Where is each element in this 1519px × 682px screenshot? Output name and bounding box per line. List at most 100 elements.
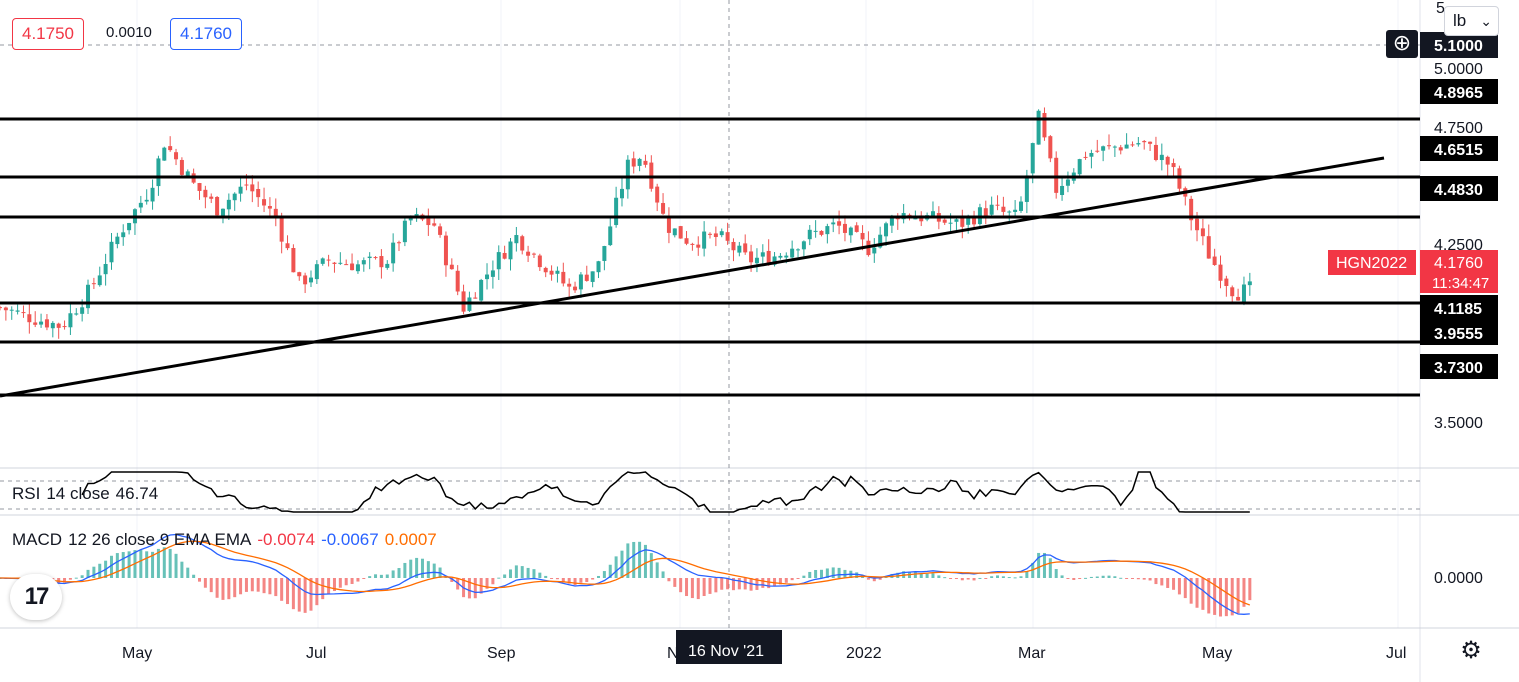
macd-legend[interactable]: MACD 12 26 close 9 EMA EMA -0.0074 -0.0067 0… [12, 530, 443, 550]
trendline[interactable] [0, 156, 1385, 398]
macd-histogram-bar [1095, 576, 1099, 578]
candle-body [637, 158, 642, 166]
candle-body [144, 199, 149, 202]
macd-histogram-bar [227, 578, 231, 600]
candle-body [790, 248, 795, 258]
macd-histogram-bar [338, 578, 342, 588]
candle-body [291, 248, 296, 273]
macd-histogram-bar [192, 574, 196, 578]
candle-body [995, 204, 1000, 206]
macd-histogram-bar [1213, 578, 1217, 615]
macd-histogram-bar [151, 551, 155, 578]
macd-histogram-bar [602, 571, 606, 578]
macd-histogram-bar [74, 577, 78, 579]
candle-body [578, 274, 583, 290]
candle-body [1083, 156, 1088, 158]
candle-body [884, 223, 889, 237]
candle-body [796, 249, 801, 251]
candle-body [531, 253, 536, 255]
candle-body [1036, 110, 1041, 145]
rsi-legend[interactable]: RSI 14 close 46.74 [12, 484, 164, 504]
horizontal-levels[interactable] [0, 117, 1420, 397]
candle-body [1224, 278, 1229, 286]
add-level-button[interactable]: ⊕ [1386, 30, 1418, 58]
candle-body [1065, 179, 1070, 186]
candle-body [314, 264, 319, 280]
macd-histogram-bar [221, 578, 225, 600]
candle-body [197, 183, 202, 191]
candle-body [150, 187, 155, 202]
candle-body [33, 322, 38, 325]
tradingview-logo-icon[interactable]: 17 [10, 574, 62, 620]
macd-histogram-bar [872, 578, 876, 582]
candle-body [121, 232, 126, 238]
macd-params: 12 26 close 9 EMA EMA [68, 530, 252, 549]
macd-histogram-bar [696, 578, 700, 600]
macd-histogram-bar [561, 578, 565, 582]
macd-histogram-bar [467, 578, 471, 599]
candle-body [708, 233, 712, 235]
macd-histogram-bar [1119, 577, 1123, 579]
candle-body [1030, 143, 1035, 174]
macd-histogram-bar [931, 573, 935, 578]
macd-histogram-bar [1113, 576, 1117, 578]
candle-body [485, 274, 490, 280]
candle-body [625, 159, 630, 190]
level-price-tag [1420, 79, 1498, 104]
macd-histogram-bar [63, 578, 67, 583]
macd-histogram-bar [162, 547, 166, 578]
candle-body [115, 236, 120, 245]
macd-histogram-bar [972, 578, 976, 581]
candle-body [842, 223, 847, 233]
macd-histogram-bar [315, 578, 319, 606]
candle-body [737, 245, 742, 253]
bid-price-button[interactable]: 4.1750 [12, 18, 84, 50]
macd-histogram-bar [1177, 578, 1181, 595]
macd-histogram-bar [913, 572, 917, 578]
candle-body [1112, 146, 1117, 148]
macd-histogram-bar [1078, 578, 1082, 579]
macd-histogram-bar [198, 578, 202, 582]
macd-histogram-bar [661, 571, 665, 578]
candle-body [397, 242, 402, 244]
level-price-text: 4.6515 [1434, 142, 1483, 159]
level-price-tag [1420, 136, 1498, 161]
candle-body [754, 257, 759, 264]
macd-histogram-bar [156, 548, 160, 578]
candle-body [520, 236, 525, 251]
candle-body [490, 270, 495, 277]
price-tick: 4.2500 [1434, 237, 1483, 254]
macd-histogram-bar [379, 574, 383, 578]
ask-price-button[interactable]: 4.1760 [170, 18, 242, 50]
candle-body [502, 252, 507, 259]
candle-body [86, 284, 91, 309]
macd-histogram-bar [1007, 577, 1011, 579]
macd-histogram-bar [415, 557, 419, 578]
unit-label: lb [1453, 11, 1467, 30]
rsi-name: RSI [12, 484, 41, 503]
candle-body [332, 262, 337, 264]
unit-select[interactable]: lb ⌄ [1444, 6, 1499, 36]
level-price-tag [1420, 176, 1498, 201]
macd-histogram-bar [1224, 578, 1228, 617]
candle-body [414, 214, 419, 216]
candle-body [1089, 152, 1094, 157]
macd-histogram-bar [1013, 577, 1017, 579]
candle-body [1024, 175, 1029, 202]
macd-histogram-bar [550, 578, 554, 579]
rsi-line [81, 471, 1250, 513]
candle-body [1247, 281, 1252, 286]
candle-body [608, 226, 613, 246]
candle-body [837, 221, 842, 226]
grid [136, 0, 1399, 628]
candle-body [1159, 154, 1164, 161]
macd-histogram-bar [321, 578, 325, 600]
macd-histogram-bar [1001, 576, 1005, 578]
candle-body [373, 257, 378, 259]
candle-body [479, 279, 484, 301]
gear-icon[interactable]: ⚙ [1460, 637, 1482, 664]
candle-body [760, 252, 765, 257]
candle-body [1200, 228, 1205, 237]
macd-histogram-bar [68, 578, 72, 580]
